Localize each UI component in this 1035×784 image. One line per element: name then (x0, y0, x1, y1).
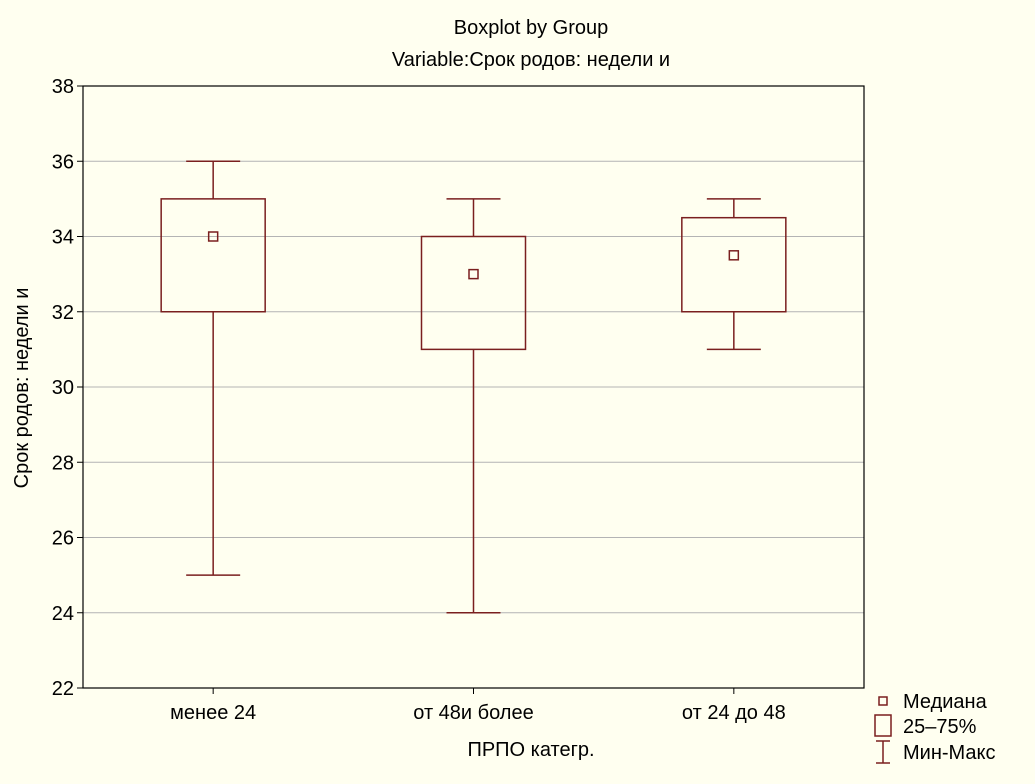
legend-label: Мин-Макс (903, 742, 996, 764)
y-tick-label: 22 (52, 678, 74, 700)
iqr-box (681, 216, 787, 313)
iqr-box (420, 235, 527, 351)
y-tick-label: 32 (52, 302, 74, 324)
legend-median-symbol (878, 696, 888, 706)
legend-label: 25–75% (903, 716, 977, 738)
x-tick-label: менее 24 (170, 702, 256, 724)
x-tick-label: от 48и более (413, 702, 533, 724)
y-tick-label: 34 (52, 227, 74, 249)
box-group (420, 198, 527, 614)
box-group (160, 160, 266, 576)
median-marker (728, 250, 740, 261)
legend-label: Медиана (903, 691, 988, 713)
x-axis: менее 24 от 48и более от 24 до 48 (170, 688, 786, 724)
y-tick-label: 24 (52, 603, 74, 625)
legend-item: Медиана (878, 691, 988, 713)
boxplot-series (160, 160, 787, 614)
legend-item: 25–75% (874, 714, 977, 738)
x-tick-label: от 24 до 48 (682, 702, 786, 724)
y-tick-label: 38 (52, 76, 74, 98)
median-marker (468, 268, 479, 280)
box-group (681, 198, 787, 351)
y-axis-label: Срок родов: недели и (11, 288, 33, 489)
y-tick-label: 26 (52, 528, 74, 550)
y-tick-label: 36 (52, 151, 74, 173)
y-tick-label: 28 (52, 452, 74, 474)
legend-box-symbol (874, 714, 892, 737)
chart-subtitle: Variable:Срок родов: недели и (392, 49, 670, 71)
chart-title: Boxplot by Group (454, 17, 609, 39)
x-axis-label: ПРПО категр. (467, 739, 594, 761)
iqr-box (160, 198, 266, 313)
y-axis: 22 24 26 28 30 32 34 36 38 (52, 76, 83, 700)
median-marker (207, 231, 219, 242)
legend-item: Мин-Макс (876, 740, 996, 764)
y-tick-label: 30 (52, 377, 74, 399)
legend: Медиана 25–75% Мин-Макс (874, 691, 996, 764)
